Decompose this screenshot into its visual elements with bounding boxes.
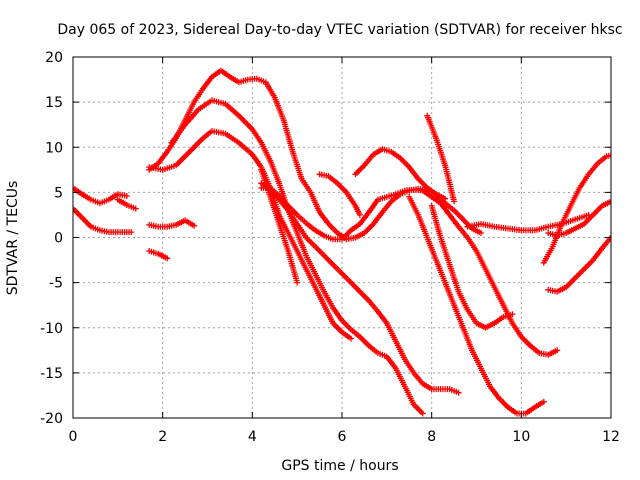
y-tick-label: -20	[40, 411, 63, 427]
series-sat-c	[114, 196, 139, 212]
series-sat-o	[424, 112, 458, 205]
y-tick-label: -10	[40, 321, 63, 337]
x-tick-label: 12	[602, 429, 620, 445]
y-tick-label: -5	[49, 276, 63, 292]
y-tick-label: 20	[45, 50, 63, 66]
series-sat-i	[258, 166, 301, 286]
series-sat-v	[630, 180, 640, 197]
data-series	[73, 67, 640, 417]
series-sat-h	[168, 97, 426, 417]
y-tick-label: 0	[54, 231, 63, 247]
series-sat-d	[146, 217, 198, 230]
y-tick-label: -15	[40, 366, 63, 382]
series-sat-t	[545, 198, 611, 239]
series-sat-g	[146, 128, 354, 342]
y-axis-label: SDTVAR / TECUs	[5, 181, 21, 296]
series-sat-s	[545, 233, 611, 295]
y-tick-label: 10	[45, 140, 63, 156]
series-sat-a	[73, 184, 130, 207]
series-sat-p	[428, 202, 516, 331]
series-sat-k	[258, 184, 561, 358]
axis-ticks: 0 2 4 6 8 10 12 -20 -15 -10 -5 0 5 10 15 20	[40, 50, 620, 445]
series-sat-j	[258, 180, 462, 396]
series-sat-e	[146, 248, 171, 262]
series-sat-b	[73, 205, 135, 236]
series-sat-r	[540, 152, 611, 266]
y-tick-label: 15	[45, 95, 63, 111]
series-sat-n	[406, 193, 547, 417]
series-sat-l	[316, 171, 363, 218]
x-tick-label: 10	[512, 429, 530, 445]
x-tick-label: 2	[158, 429, 167, 445]
series-sat-u	[630, 153, 640, 161]
x-tick-label: 6	[338, 429, 347, 445]
y-tick-label: 5	[54, 185, 63, 201]
chart-title: Day 065 of 2023, Sidereal Day-to-day VTE…	[57, 22, 622, 38]
x-tick-label: 4	[248, 429, 257, 445]
x-tick-label: 8	[427, 429, 436, 445]
x-tick-label: 0	[69, 429, 78, 445]
x-axis-label: GPS time / hours	[281, 458, 398, 474]
